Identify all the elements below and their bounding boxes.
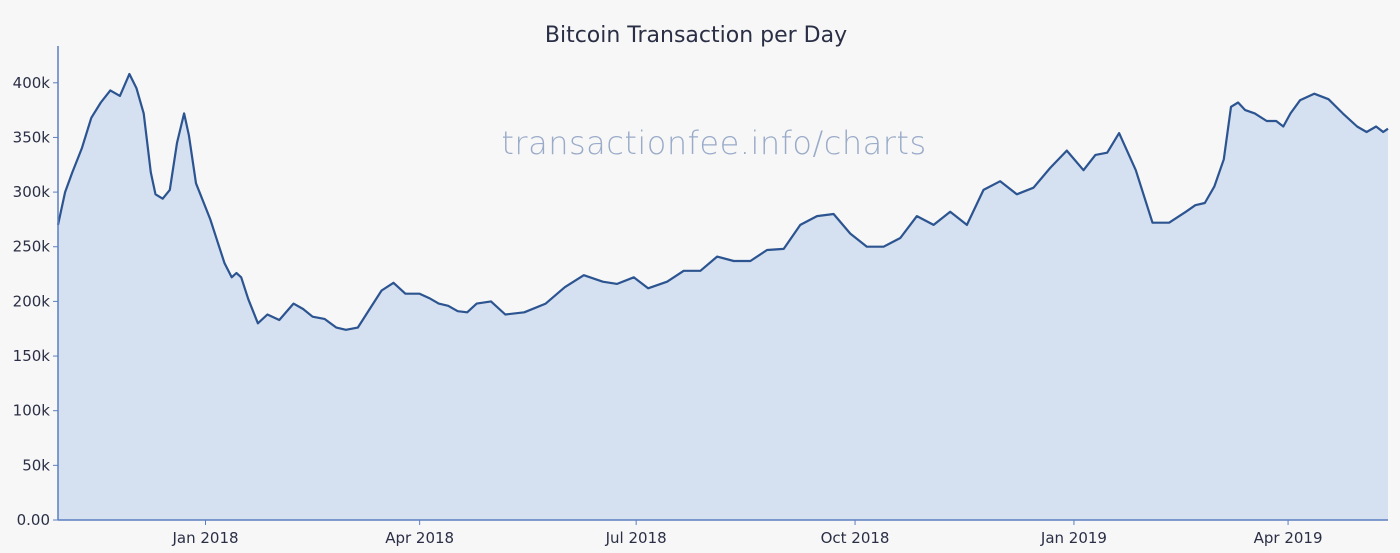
- y-tick-label: 100k: [13, 402, 51, 420]
- x-tick-label: Jul 2018: [605, 529, 667, 547]
- plot-area: [56, 72, 1389, 520]
- y-axis-ticks: 0.00 50k 100k 150k 200k 250k 300k 350k 400k: [13, 74, 58, 529]
- y-tick-label: 400k: [13, 74, 51, 92]
- y-tick-label: 350k: [13, 128, 51, 146]
- y-tick-label: 150k: [13, 347, 51, 365]
- watermark-text: transactionfee.info/charts: [501, 124, 926, 162]
- series-line: [56, 72, 1389, 331]
- y-tick-label: 250k: [13, 238, 51, 256]
- y-tick-label: 300k: [13, 183, 51, 201]
- x-tick-label: Apr 2019: [1254, 529, 1323, 547]
- y-tick-label: 50k: [22, 456, 50, 474]
- x-tick-label: Jan 2018: [171, 529, 238, 547]
- x-axis-ticks: Jan 2018 Apr 2018 Jul 2018 Oct 2018 Jan 2019…: [171, 520, 1323, 547]
- chart-title: Bitcoin Transaction per Day: [545, 23, 847, 48]
- x-tick-label: Jan 2019: [1040, 529, 1107, 547]
- y-tick-label: 200k: [13, 292, 51, 310]
- x-tick-label: Oct 2018: [821, 529, 890, 547]
- x-tick-label: Apr 2018: [385, 529, 454, 547]
- series-area-fill: [58, 74, 1388, 520]
- y-tick-label: 0.00: [17, 511, 50, 529]
